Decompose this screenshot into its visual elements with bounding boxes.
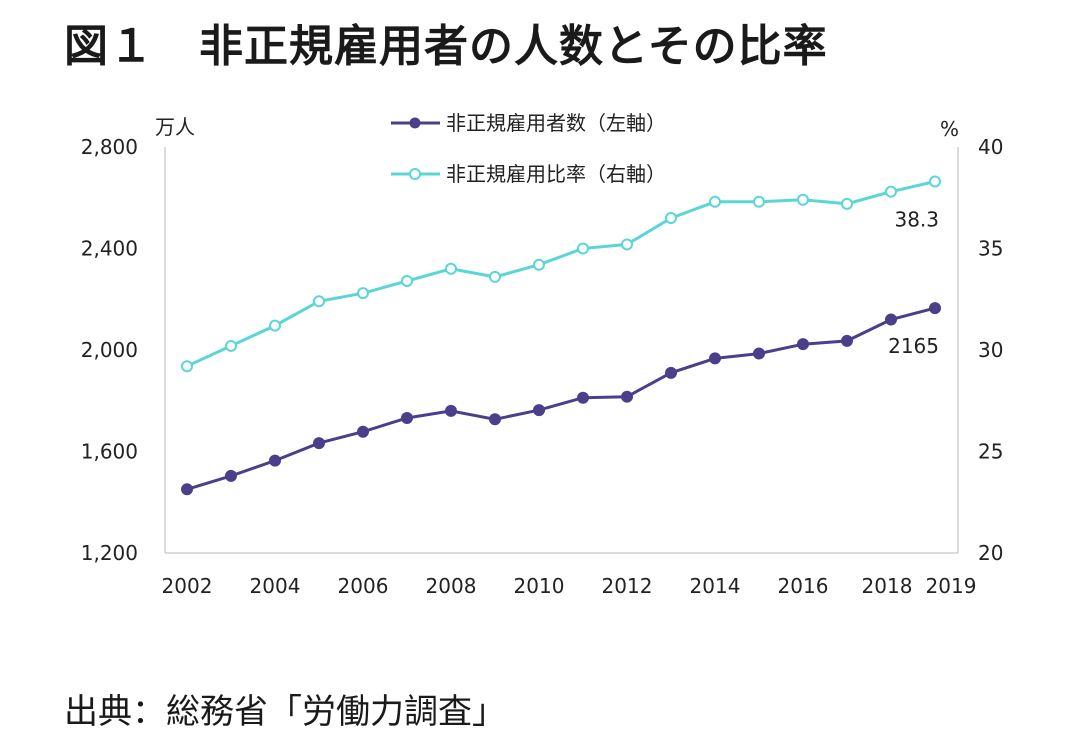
right-axis-tick-label: 25	[978, 440, 1003, 464]
series-1-point	[313, 437, 325, 450]
chart: 1,200 1,600 2,000 2,400 2,800 20 25 30 35 40 万人 % 20…	[81, 111, 1004, 598]
x-axis-tick-label: 2008	[426, 574, 477, 598]
series-1-point	[929, 302, 941, 315]
legend-label-1: 非正規雇用者数（左軸）	[446, 111, 666, 135]
left-axis-tick-label: 2,400	[81, 237, 138, 261]
series-1-point	[181, 483, 193, 496]
series-2-point	[797, 193, 809, 206]
right-axis-tick-label: 30	[978, 338, 1003, 362]
x-axis-tick-label: 2019	[926, 574, 977, 598]
series-1-point	[753, 347, 765, 360]
series-1-point	[577, 391, 589, 404]
series-2-point	[621, 238, 633, 251]
series-2-point	[181, 360, 193, 373]
x-axis-tick-label: 2014	[690, 574, 741, 598]
x-axis-tick-label: 2012	[602, 574, 653, 598]
series-2-point	[357, 287, 369, 300]
series-2-point	[885, 185, 897, 198]
data-label: 38.3	[894, 208, 939, 232]
series-2-point	[533, 258, 545, 271]
series-1-point	[709, 352, 721, 365]
series-2-point	[665, 212, 677, 225]
right-axis-unit: %	[940, 117, 959, 141]
page-title: 図１ 非正規雇用者の人数とその比率	[64, 21, 828, 72]
legend-label-2: 非正規雇用比率（右軸）	[446, 162, 666, 186]
series-1-point	[621, 390, 633, 403]
source-note: 出典：総務省「労働力調査」	[64, 692, 506, 732]
left-axis-tick-label: 2,800	[81, 135, 138, 159]
series-1-point	[445, 404, 457, 417]
series-1-point	[225, 469, 237, 482]
series-2-point	[313, 295, 325, 308]
series-2-point	[709, 195, 721, 208]
series-1-point	[269, 454, 281, 467]
series-1-point	[533, 404, 545, 417]
x-axis-tick-label: 2002	[162, 574, 213, 598]
x-axis-tick-label: 2018	[862, 574, 913, 598]
series-1-point	[841, 334, 853, 347]
left-axis-tick-label: 1,600	[81, 440, 138, 464]
series-2-point	[753, 195, 765, 208]
series-1-point	[885, 313, 897, 326]
series-2-point	[225, 339, 237, 352]
x-axis-tick-label: 2016	[778, 574, 829, 598]
left-axis-tick-label: 1,200	[81, 541, 138, 565]
data-label: 2165	[888, 334, 939, 358]
series-2-point	[269, 319, 281, 332]
series-2-point	[445, 262, 457, 275]
right-axis-tick-label: 20	[978, 541, 1003, 565]
x-axis-tick-label: 2010	[514, 574, 565, 598]
series-line-2	[186, 180, 936, 368]
series-2-point	[577, 242, 589, 255]
right-axis-tick-label: 35	[978, 237, 1003, 261]
series-2-point	[841, 197, 853, 210]
series-2-point	[401, 274, 413, 287]
series-1-point	[797, 338, 809, 351]
right-axis-tick-label: 40	[978, 135, 1003, 159]
left-axis-tick-label: 2,000	[81, 338, 138, 362]
legend-marker-1	[409, 117, 421, 129]
series-2-point	[489, 270, 501, 283]
x-axis-tick-label: 2004	[250, 574, 301, 598]
series-1-point	[401, 412, 413, 425]
x-axis-tick-label: 2006	[338, 574, 389, 598]
series-2-point	[929, 175, 941, 188]
series-line-1	[186, 306, 936, 491]
series-1-point	[357, 425, 369, 438]
legend-marker-2	[409, 168, 421, 180]
left-axis-unit: 万人	[155, 115, 195, 139]
series-1-point	[665, 366, 677, 379]
series-1-point	[489, 413, 501, 426]
